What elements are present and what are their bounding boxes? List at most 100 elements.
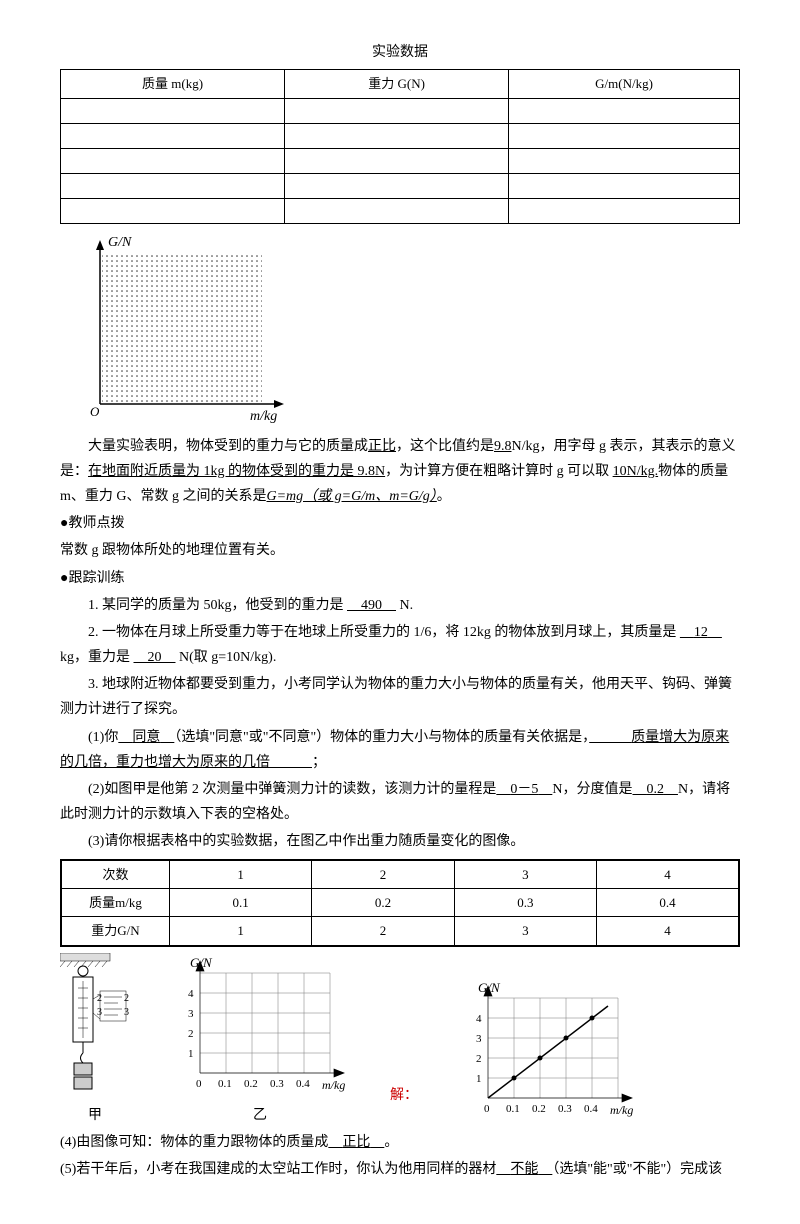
t2c: 2: [312, 917, 454, 946]
t1c: [61, 173, 285, 198]
svg-text:0.4: 0.4: [584, 1103, 598, 1115]
svg-text:1: 1: [188, 1048, 194, 1060]
svg-text:2: 2: [188, 1028, 194, 1040]
svg-text:4: 4: [476, 1013, 482, 1025]
txt: 2. 一物体在月球上所受重力等于在地球上所受重力的 1/6，将 12kg 的物体…: [88, 625, 676, 640]
q3-s1: (1)你 同意 （选填"同意"或"不同意"）物体的重力大小与物体的质量有关依据是…: [60, 725, 740, 775]
svg-text:0.1: 0.1: [506, 1103, 520, 1115]
t1c: [509, 173, 740, 198]
table1: 质量 m(kg) 重力 G(N) G/m(N/kg): [60, 69, 740, 223]
blank: 12: [680, 625, 722, 640]
q5: (5)若干年后，小考在我国建成的太空站工作时，你认为他用同样的器材 不能 （选填…: [60, 1157, 740, 1182]
t1-h2: G/m(N/kg): [509, 70, 740, 98]
svg-text:4: 4: [188, 988, 194, 1000]
txt: N(取 g=10N/kg).: [179, 650, 276, 665]
blank: 不能: [496, 1162, 552, 1177]
t1-h0: 质量 m(kg): [61, 70, 285, 98]
table2: 次数 1 2 3 4 质量m/kg 0.1 0.2 0.3 0.4 重力G/N …: [60, 859, 740, 947]
svg-text:0.4: 0.4: [296, 1078, 310, 1090]
t1c: [61, 198, 285, 223]
svg-text:2: 2: [97, 993, 102, 1004]
blank: 10N/kg.: [613, 464, 659, 479]
t2h: 次数: [61, 860, 169, 889]
spring-figure: 2 3 2 3 甲: [60, 953, 130, 1128]
t2c: 质量m/kg: [61, 888, 169, 916]
svg-text:3: 3: [188, 1008, 194, 1020]
txt: 1. 某同学的质量为 50kg，他受到的重力是: [88, 598, 344, 613]
t1c: [509, 198, 740, 223]
t1c: [285, 148, 509, 173]
q2: 2. 一物体在月球上所受重力等于在地球上所受重力的 1/6，将 12kg 的物体…: [60, 620, 740, 670]
txt: N，分度值是: [552, 782, 632, 797]
chart1-xlabel: m/kg: [250, 409, 277, 424]
practice-title: ●跟踪训练: [60, 566, 740, 591]
chart-left: G/N 12 34 00.1 0.20.3 0.4 m/kg: [160, 953, 360, 1128]
chart-right: G/N 12 34 00.1 0.20.3 0.4 m/kg: [448, 978, 648, 1128]
t2h: 2: [312, 860, 454, 889]
t1c: [285, 198, 509, 223]
t2c: 1: [169, 917, 311, 946]
svg-text:3: 3: [476, 1033, 482, 1045]
charts-row: 2 3 2 3 甲 G/N: [60, 953, 740, 1128]
q3-s3: (3)请你根据表格中的实验数据，在图乙中作出重力随质量变化的图像。: [60, 829, 740, 854]
txt: (2)如图甲是他第 2 次测量中弹簧测力计的读数，该测力计的量程是: [88, 782, 496, 797]
svg-text:0.3: 0.3: [558, 1103, 572, 1115]
chart1-origin: O: [90, 404, 100, 419]
t1-h1: 重力 G(N): [285, 70, 509, 98]
txt: ；: [312, 755, 326, 770]
txt: N.: [400, 598, 414, 613]
t2h: 1: [169, 860, 311, 889]
t2c: 4: [597, 917, 739, 946]
txt: ，为计算方便在粗略计算时 g 可以取: [385, 464, 613, 479]
q1: 1. 某同学的质量为 50kg，他受到的重力是 490 N.: [60, 593, 740, 618]
txt: ，这个比值约是: [396, 439, 494, 454]
svg-text:3: 3: [124, 1007, 129, 1018]
txt: (1)你: [88, 730, 118, 745]
t1c: [61, 123, 285, 148]
txt: 。: [437, 489, 451, 504]
svg-text:3: 3: [97, 1007, 102, 1018]
t2c: 重力G/N: [61, 917, 169, 946]
t1c: [285, 173, 509, 198]
answer-label: 解：: [390, 1088, 418, 1103]
para1: 大量实验表明，物体受到的重力与它的质量成正比，这个比值约是9.8N/kg，用字母…: [60, 434, 740, 510]
svg-text:0.1: 0.1: [218, 1078, 232, 1090]
blank: G=mg（或 g=G/m、m=G/g）: [267, 489, 437, 504]
t1c: [61, 148, 285, 173]
q3-intro: 3. 地球附近物体都要受到重力，小考同学认为物体的重力大小与物体的质量有关，他用…: [60, 672, 740, 722]
chart-left-caption: 乙: [160, 1103, 360, 1128]
svg-text:0.2: 0.2: [244, 1078, 258, 1090]
txt: (4)由图像可知：物体的重力跟物体的质量成: [60, 1135, 328, 1150]
t2c: 3: [454, 917, 596, 946]
t1c: [285, 98, 509, 123]
txt: 大量实验表明，物体受到的重力与它的质量成: [88, 439, 368, 454]
blank: 同意: [118, 730, 174, 745]
txt: 。: [384, 1135, 398, 1150]
svg-text:2: 2: [476, 1053, 482, 1065]
svg-text:0: 0: [484, 1103, 490, 1115]
txt: (5)若干年后，小考在我国建成的太空站工作时，你认为他用同样的器材: [60, 1162, 496, 1177]
spring-caption: 甲: [60, 1103, 130, 1128]
blank: 0.2: [632, 782, 678, 797]
t1c: [285, 123, 509, 148]
blank: 20: [134, 650, 176, 665]
blank: 9.8: [494, 439, 512, 454]
svg-text:0.2: 0.2: [532, 1103, 546, 1115]
t1c: [509, 98, 740, 123]
txt: （选填"能"或"不能"）完成该: [552, 1162, 722, 1177]
blank: 0－5: [496, 782, 552, 797]
t1c: [61, 98, 285, 123]
svg-text:2: 2: [124, 993, 129, 1004]
t2c: 0.1: [169, 888, 311, 916]
teacher-content: 常数 g 跟物体所处的地理位置有关。: [60, 538, 740, 563]
txt: （选填"同意"或"不同意"）物体的重力大小与物体的质量有关依据是，: [174, 730, 589, 745]
blank: 在地面附近质量为 1kg 的物体受到的重力是 9.8N: [88, 464, 385, 479]
svg-text:m/kg: m/kg: [322, 1078, 345, 1092]
blank: 490: [347, 598, 396, 613]
svg-text:0: 0: [196, 1078, 202, 1090]
svg-text:m/kg: m/kg: [610, 1103, 633, 1117]
q3-s2: (2)如图甲是他第 2 次测量中弹簧测力计的读数，该测力计的量程是 0－5 N，…: [60, 777, 740, 827]
svg-text:1: 1: [476, 1073, 482, 1085]
t2h: 4: [597, 860, 739, 889]
txt: kg，重力是: [60, 650, 130, 665]
